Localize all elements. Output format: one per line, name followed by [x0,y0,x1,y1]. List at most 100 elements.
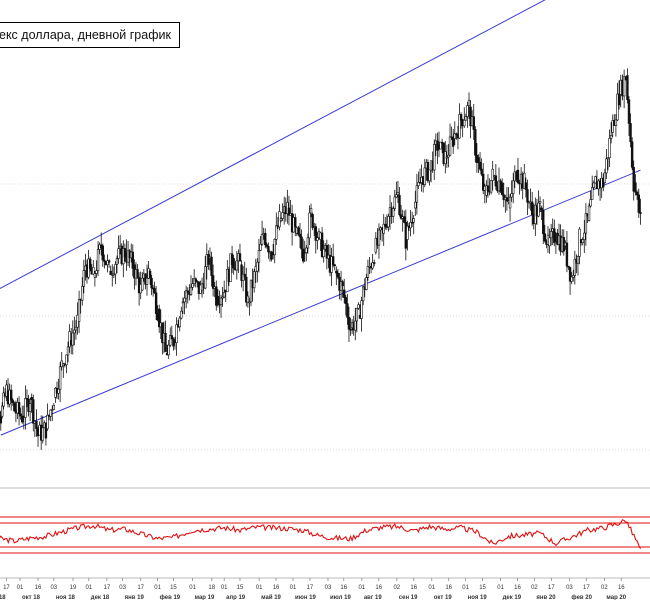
x-tick-month-label: июн 19 [295,595,316,600]
x-tick-day-label: 16 [618,585,625,591]
x-tick-day-label: 01 [85,585,92,591]
candle-body [2,392,5,407]
candle-body [467,99,471,106]
candle-body [150,277,153,289]
x-tick-day-label: 16 [340,585,347,591]
candle-body [81,285,84,301]
candle-body [180,310,183,319]
candle-body [608,137,611,159]
candle-body [452,136,455,147]
candle-body [632,167,635,192]
candle-body [553,228,556,243]
candle-body [617,93,621,106]
x-tick-day-label: 17 [137,585,144,591]
candle-body [472,116,475,130]
candle-body [287,207,291,216]
candle-body [614,119,618,126]
candle-body [540,207,543,211]
candle-body [74,326,78,331]
candle-body [366,266,370,278]
candle-body [583,232,586,241]
x-tick-day-label: 15 [479,585,486,591]
candle-body [275,225,278,240]
candle-body [207,254,210,265]
candle-body [265,244,269,247]
candle-body [480,168,483,175]
candle-body [526,189,529,203]
candle-body [73,329,76,334]
candle-body [384,223,387,227]
x-tick-day-label: 02 [531,585,538,591]
candle-body [260,234,264,245]
candle-body [161,322,164,344]
x-tick-day-label: 16 [273,585,280,591]
candle-body [106,260,109,266]
x-tick-day-label: 01 [256,585,263,591]
candle-body [333,264,336,266]
candle-body [567,265,570,268]
candle-body [117,248,120,259]
candle-body [489,180,493,193]
candle-body [494,175,498,187]
x-tick-month-label: окт 19 [434,595,453,600]
candle-body [221,296,224,299]
candle-body [439,141,442,150]
candle-body [346,303,349,318]
candle-body [189,286,193,295]
candle-body [347,317,351,330]
candle-body [21,415,24,423]
x-tick-day-label: 17 [104,585,111,591]
candle-body [417,181,420,187]
candle-body [537,202,540,217]
candle-body [96,249,100,271]
candle-body [458,114,461,139]
candle-body [170,335,174,340]
candle-body [565,242,569,267]
candle-body [219,297,223,306]
chart-title: екс доллара, дневной график [0,28,171,42]
x-tick-day-label: 16 [445,585,452,591]
candle-body [301,248,305,262]
candle-body [570,276,573,282]
candle-body [264,232,267,246]
candle-body [335,270,338,274]
candle-body [616,93,619,121]
candle-body [28,403,32,412]
candle-body [486,185,490,192]
candle-body [49,409,52,417]
candle-body [222,292,226,298]
candle-body [464,116,468,121]
candle-body [112,273,116,276]
candle-body [66,346,70,356]
candle-body [622,76,626,97]
candle-body [24,397,27,418]
candle-body [210,256,213,276]
x-tick-month-label: янв 20 [536,595,556,600]
candle-body [298,233,302,238]
candle-body [491,168,494,181]
candle-body [314,226,317,241]
candle-body [11,399,14,404]
candle-body [516,169,520,183]
candle-body [115,258,119,265]
candle-body [279,218,283,221]
candle-body [238,253,242,262]
candle-body [635,191,639,196]
x-tick-month-label: фев 19 [160,594,181,600]
x-tick-day-label: 01 [189,585,196,591]
candle-body [414,201,417,209]
candle-body [169,335,172,346]
candle-body [530,201,534,216]
candle-body [403,216,406,223]
x-tick-day-label: 02 [601,585,608,591]
candle-body [637,194,640,213]
candle-body [25,397,29,400]
candle-body [634,182,637,193]
candle-body [584,213,588,234]
candle-body [0,416,2,424]
candle-body [181,301,185,304]
candle-body [568,266,572,282]
candle-body [605,158,608,174]
candle-body [360,300,363,319]
candle-body [587,205,591,221]
